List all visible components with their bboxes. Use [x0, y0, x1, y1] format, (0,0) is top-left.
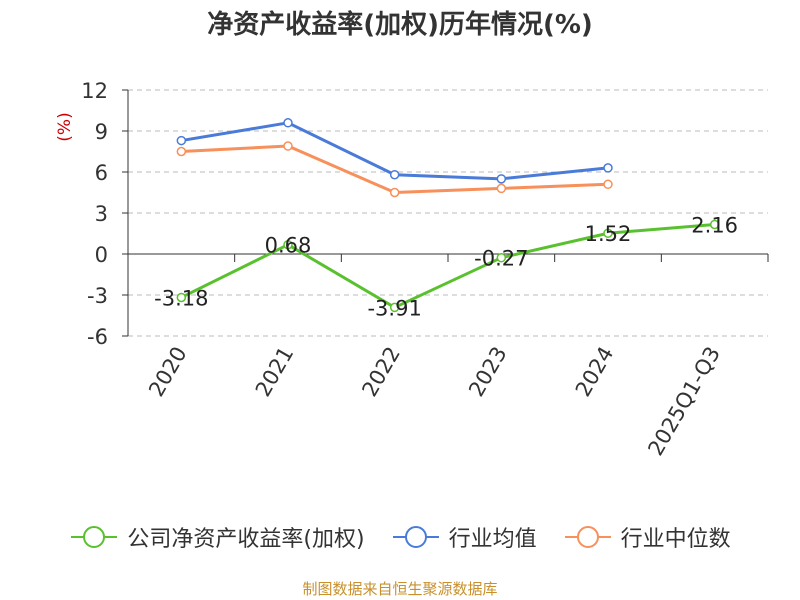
chart-title: 净资产收益率(加权)历年情况(%) [207, 10, 593, 40]
data-label: -3.18 [154, 286, 208, 310]
y-tick-label: 12 [81, 79, 108, 103]
data-point [283, 239, 293, 250]
data-point [389, 187, 400, 198]
y-tick-label: 0 [95, 243, 108, 267]
legend-line-marker-icon [564, 526, 611, 548]
series-line-0 [180, 222, 715, 309]
data-point [496, 174, 507, 184]
data-point [603, 179, 613, 190]
y-tick-label: 3 [95, 202, 108, 226]
data-label: 1.52 [585, 222, 632, 246]
data-point [709, 219, 720, 230]
data-point [389, 302, 400, 313]
y-tick-label: 6 [95, 161, 108, 185]
legend-label: 行业中位数 [620, 527, 731, 552]
y-axis-label: (%) [55, 112, 75, 141]
legend: 公司净资产收益率(加权) 行业均值 行业中位数 [0, 520, 800, 554]
data-label: -3.91 [367, 296, 421, 320]
data-label: -0.27 [474, 247, 528, 271]
data-point [176, 146, 187, 157]
y-tick-label: -3 [87, 284, 108, 308]
data-point [283, 118, 293, 128]
data-point [603, 228, 613, 238]
legend-item-industry-mean[interactable]: 行业均值 [391, 521, 537, 553]
data-label: 2.16 [691, 213, 738, 237]
legend-label: 公司净资产收益率(加权) [127, 527, 365, 552]
x-tick-label: 2025Q1-Q3 [643, 343, 725, 460]
legend-line-marker-icon [71, 526, 118, 548]
series-line-2 [181, 144, 609, 194]
y-tick-label: 9 [95, 120, 108, 144]
data-point [176, 292, 187, 303]
legend-label: 行业均值 [448, 527, 537, 552]
data-point [496, 183, 507, 194]
x-tick-label: 2022 [357, 343, 405, 401]
x-tick-label: 2023 [464, 343, 512, 401]
x-tick-label: 2020 [144, 343, 192, 401]
x-tick-label: 2024 [571, 343, 619, 401]
data-source-footer: 制图数据来自恒生聚源数据库 [302, 580, 498, 598]
data-point [603, 163, 613, 173]
y-tick-label: -6 [87, 325, 108, 349]
data-point [496, 252, 507, 263]
legend-item-industry-median[interactable]: 行业中位数 [563, 521, 731, 553]
data-point [283, 141, 293, 151]
legend-line-marker-icon [392, 526, 439, 548]
legend-item-company[interactable]: 公司净资产收益率(加权) [69, 521, 365, 553]
data-point [389, 169, 400, 180]
x-tick-label: 2021 [251, 343, 299, 401]
data-point [176, 135, 187, 146]
data-label: 0.68 [265, 234, 312, 258]
